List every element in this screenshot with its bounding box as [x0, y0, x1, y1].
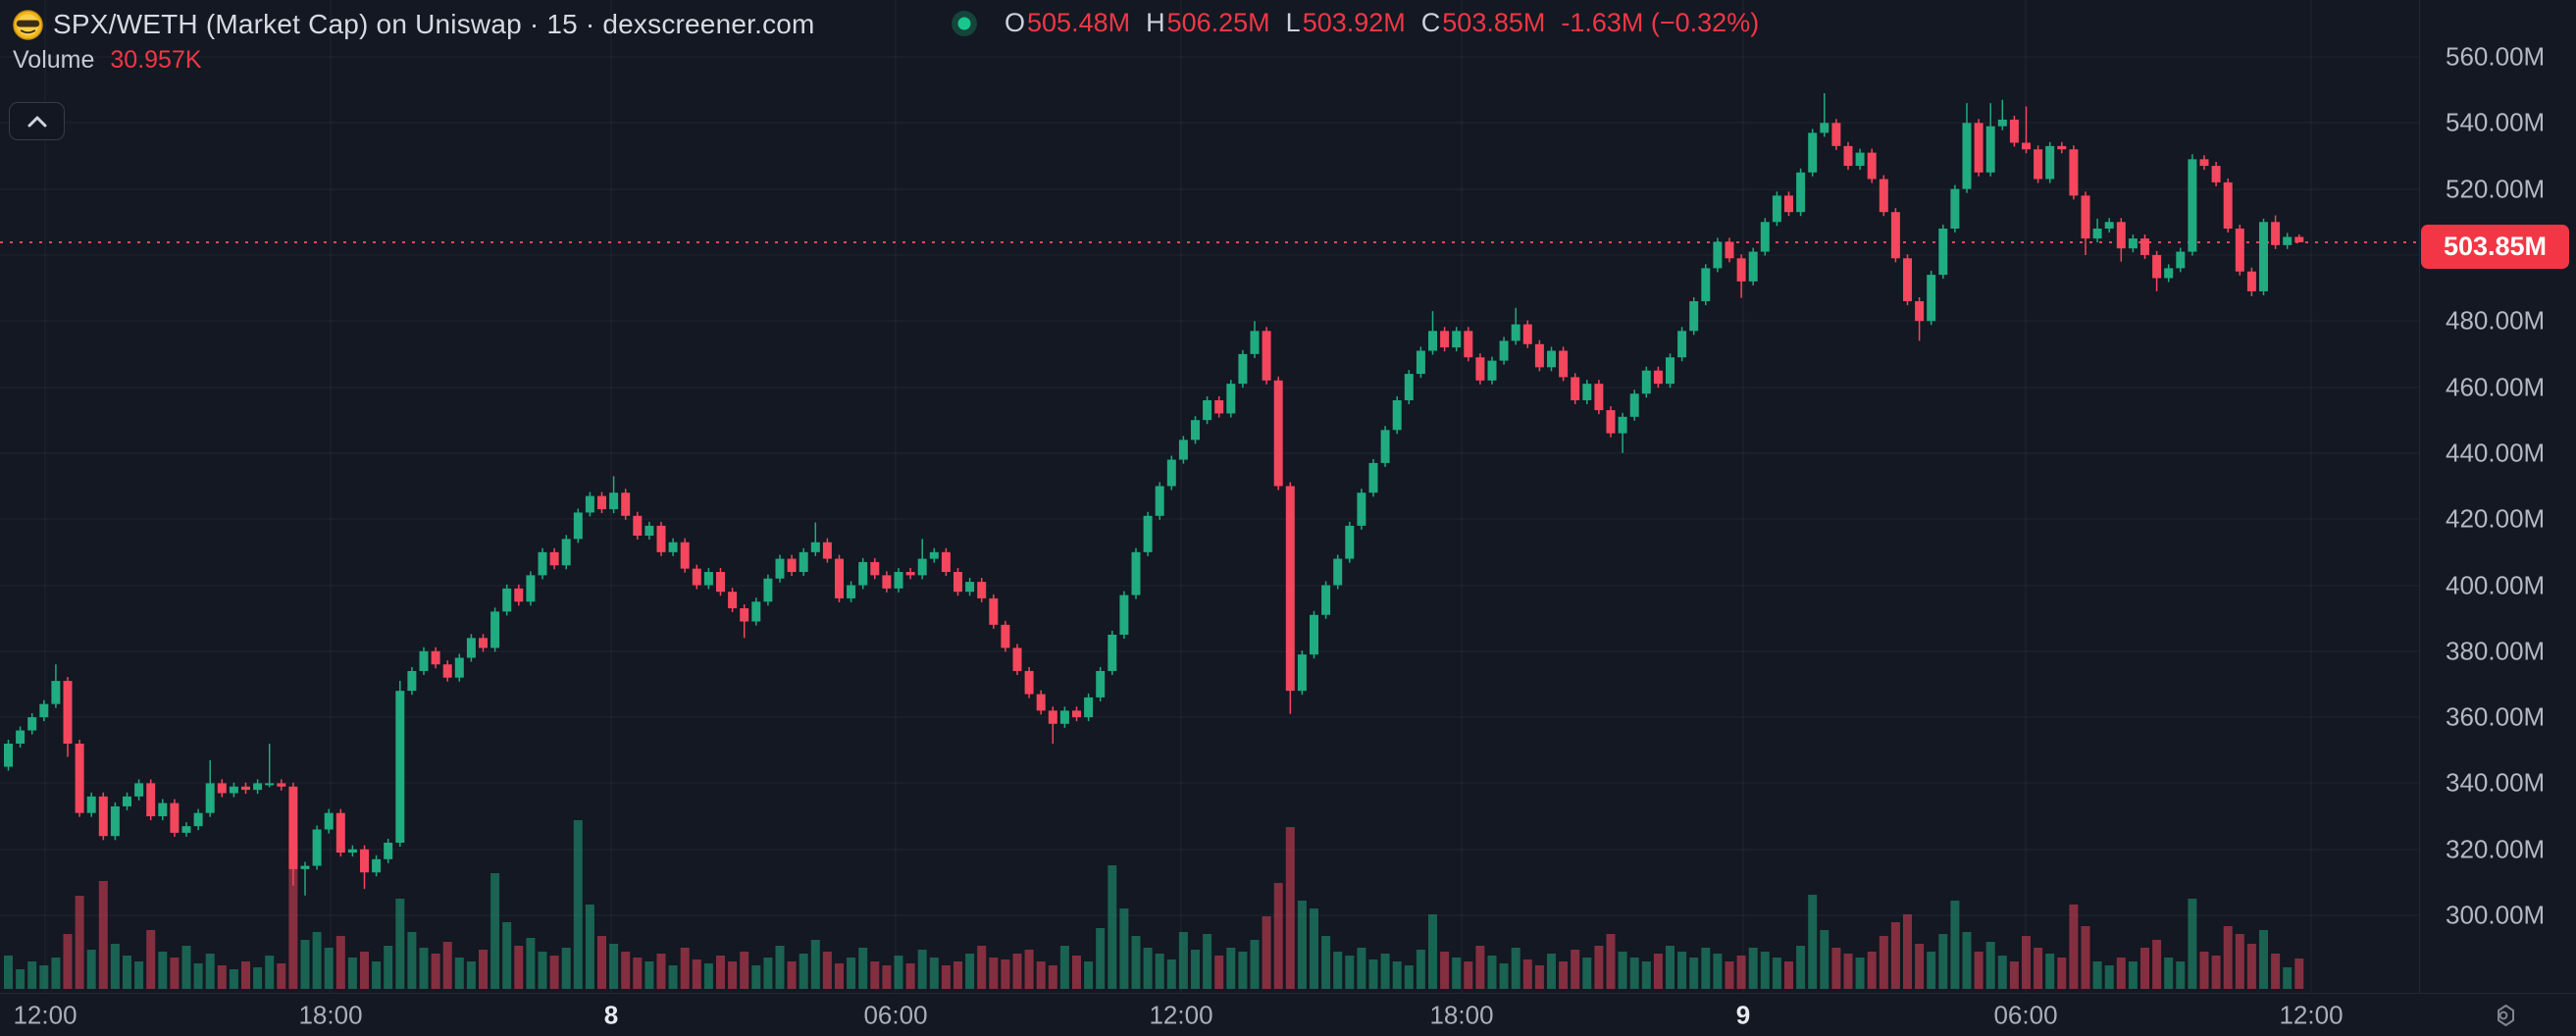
time-tick: 06:00: [863, 1000, 928, 1030]
volume-value: 30.957K: [110, 46, 202, 74]
price-tick: 520.00M: [2446, 174, 2546, 204]
ohlc-readout: O 505.48M H 506.25M L 503.92M C 503.85M -1.6…: [1005, 8, 1759, 38]
price-tick: 560.00M: [2446, 41, 2546, 72]
time-tick: 12:00: [13, 1000, 77, 1030]
close-label: C: [1420, 8, 1441, 37]
price-tick: 460.00M: [2446, 372, 2546, 402]
price-tick: 360.00M: [2446, 701, 2546, 732]
coin-emoji-icon: [13, 9, 43, 40]
high-label: H: [1146, 8, 1165, 37]
chart-legend: SPX/WETH (Market Cap) on Uniswap · 15 · …: [13, 6, 815, 43]
live-status-dot: [952, 11, 977, 36]
time-tick: 06:00: [1993, 1000, 2058, 1030]
time-tick: 12:00: [1149, 1000, 1213, 1030]
gear-icon: [2498, 1005, 2514, 1026]
price-tick: 540.00M: [2446, 107, 2546, 137]
time-tick: 12:00: [2279, 1000, 2344, 1030]
low-label: L: [1285, 8, 1301, 37]
close-value: 503.85M: [1442, 8, 1546, 37]
price-tick: 400.00M: [2446, 570, 2546, 600]
current-price-text: 503.85M: [2443, 232, 2548, 261]
price-tick: 320.00M: [2446, 834, 2546, 864]
price-axis[interactable]: 560.00M540.00M520.00M500.00M480.00M460.0…: [2419, 0, 2576, 993]
time-tick: 18:00: [298, 1000, 363, 1030]
high-value: 506.25M: [1166, 8, 1270, 37]
volume-label: Volume: [13, 46, 95, 74]
chevron-up-icon: [27, 116, 46, 127]
price-tick: 480.00M: [2446, 305, 2546, 336]
change-value: -1.63M (−0.32%): [1561, 8, 1760, 37]
axis-settings-button[interactable]: [2486, 998, 2521, 1033]
time-axis[interactable]: 12:00 18:00 8 06:00 12:00 18:00 9 06:00 12:00: [0, 993, 2576, 1036]
collapse-legend-button[interactable]: [9, 102, 65, 140]
chart-title: SPX/WETH (Market Cap) on Uniswap · 15 · …: [53, 9, 815, 39]
open-label: O: [1005, 8, 1026, 37]
volume-readout: Volume 30.957K: [13, 46, 202, 75]
current-price-label: 503.85M: [2421, 225, 2569, 269]
price-tick: 340.00M: [2446, 767, 2546, 798]
price-tick: 380.00M: [2446, 636, 2546, 666]
time-tick-day: 9: [1735, 1000, 1751, 1030]
price-tick: 300.00M: [2446, 900, 2546, 930]
price-tick: 440.00M: [2446, 438, 2546, 468]
time-tick: 18:00: [1429, 1000, 1494, 1030]
open-value: 505.48M: [1027, 8, 1131, 37]
price-tick: 420.00M: [2446, 503, 2546, 534]
low-value: 503.92M: [1302, 8, 1406, 37]
time-tick-day: 8: [603, 1000, 619, 1030]
